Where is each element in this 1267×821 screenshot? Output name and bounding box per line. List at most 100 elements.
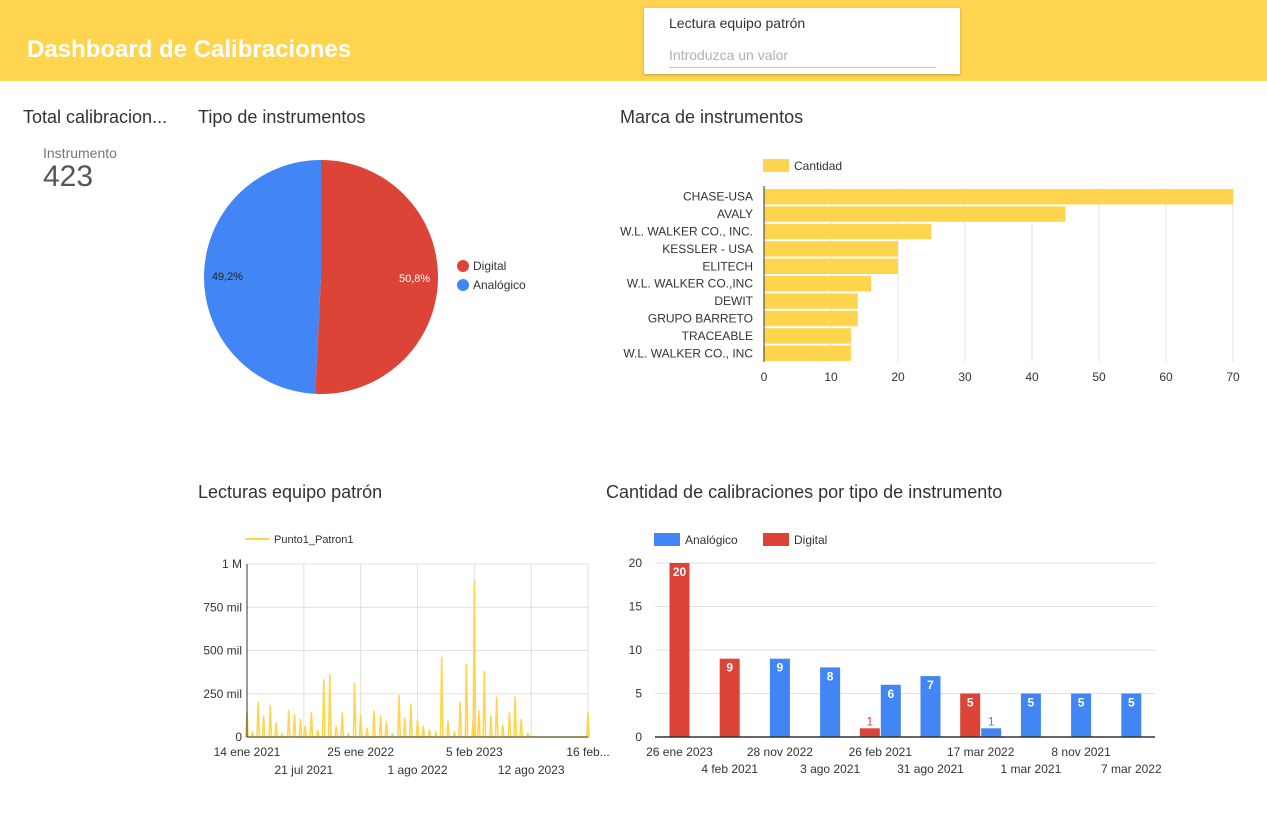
pie-slice-0 bbox=[315, 160, 439, 394]
y-tick-label: 500 mil bbox=[203, 644, 242, 658]
brands-chart-title: Marca de instrumentos bbox=[620, 107, 804, 127]
dashboard-header: Dashboard de Calibraciones Lectura equip… bbox=[0, 0, 1267, 81]
bar-8 bbox=[764, 328, 852, 344]
x-tick-label: 12 ago 2023 bbox=[498, 763, 565, 777]
scorecard-label: Instrumento bbox=[43, 145, 117, 161]
x-tick-label: 26 ene 2023 bbox=[646, 745, 713, 759]
legend-swatch-0 bbox=[654, 533, 680, 546]
readings-chart-title: Lecturas equipo patrón bbox=[198, 482, 383, 502]
data-label: 9 bbox=[777, 661, 784, 675]
brands-bar-chart: Cantidad 0 10 20 30 40 50 60 70 CHASE-USA AVALY W.L… bbox=[620, 159, 1240, 384]
x-tick-label: 8 nov 2021 bbox=[1051, 745, 1111, 759]
legend-marker-0 bbox=[457, 260, 469, 272]
bar-5 bbox=[764, 276, 872, 292]
x-tick-label: 5 feb 2023 bbox=[446, 745, 503, 759]
bar-analogico-5 bbox=[920, 676, 941, 737]
y-tick-label: 20 bbox=[629, 556, 643, 570]
filter-label: Lectura equipo patrón bbox=[669, 15, 806, 31]
legend-swatch bbox=[763, 159, 789, 172]
scorecard-value: 423 bbox=[43, 160, 94, 193]
category-label: DEWIT bbox=[714, 294, 753, 308]
category-label: KESSLER - USA bbox=[662, 242, 753, 256]
data-label: 1 bbox=[866, 714, 873, 728]
category-label: ELITECH bbox=[702, 259, 753, 273]
bar-4 bbox=[764, 258, 898, 274]
dashboard-title: Dashboard de Calibraciones bbox=[27, 36, 352, 63]
y-tick-label: 250 mil bbox=[203, 687, 242, 701]
filter-value-input[interactable] bbox=[669, 43, 936, 68]
bar-7 bbox=[764, 310, 858, 327]
category-label: W.L. WALKER CO.,INC bbox=[627, 277, 754, 291]
data-label: 8 bbox=[827, 669, 834, 683]
data-label: 5 bbox=[1078, 696, 1085, 710]
category-label: AVALY bbox=[717, 207, 753, 221]
x-tick-label: 4 feb 2021 bbox=[701, 762, 758, 776]
x-tick-label: 40 bbox=[1025, 370, 1039, 384]
x-tick-label: 0 bbox=[761, 370, 768, 384]
bar-analogico-8 bbox=[1071, 693, 1092, 737]
data-label: 9 bbox=[726, 661, 733, 675]
x-tick-label: 50 bbox=[1092, 370, 1106, 384]
legend-label: Punto1_Patron1 bbox=[274, 534, 354, 546]
pie-chart-title: Tipo de instrumentos bbox=[198, 107, 366, 127]
legend-swatch-1 bbox=[763, 533, 789, 546]
x-tick-label: 31 ago 2021 bbox=[897, 762, 964, 776]
data-label: 5 bbox=[967, 696, 974, 710]
category-label: CHASE-USA bbox=[683, 190, 753, 204]
reading-filter-control: Lectura equipo patrón bbox=[644, 8, 960, 74]
x-tick-label: 17 mar 2022 bbox=[947, 745, 1015, 759]
x-tick-label: 30 bbox=[958, 370, 972, 384]
x-tick-label: 3 ago 2021 bbox=[800, 762, 860, 776]
category-label: TRACEABLE bbox=[682, 329, 753, 343]
y-tick-label: 0 bbox=[635, 730, 642, 744]
data-label: 6 bbox=[887, 687, 894, 701]
pie-chart: 50,8% Digital 49,2% Analógico bbox=[204, 160, 526, 394]
x-tick-label: 20 bbox=[891, 370, 905, 384]
pie-slice-label: 50,8% bbox=[399, 273, 430, 285]
x-tick-label: 1 mar 2021 bbox=[1001, 762, 1062, 776]
bar-3 bbox=[764, 241, 898, 257]
y-tick-label: 0 bbox=[235, 730, 242, 744]
bar-analogico-7 bbox=[1020, 693, 1041, 737]
x-tick-label: 1 ago 2022 bbox=[387, 763, 447, 777]
types-chart-title: Cantidad de calibraciones por tipo de in… bbox=[606, 482, 1003, 502]
bar-9 bbox=[764, 345, 852, 361]
y-tick-label: 750 mil bbox=[203, 600, 242, 614]
x-tick-label: 10 bbox=[824, 370, 838, 384]
x-tick-label: 25 ene 2022 bbox=[327, 745, 394, 759]
y-tick-label: 1 M bbox=[222, 557, 242, 571]
legend-label: Digital bbox=[794, 533, 827, 547]
y-tick-label: 10 bbox=[629, 643, 643, 657]
category-label: GRUPO BARRETO bbox=[648, 312, 753, 326]
data-label: 20 bbox=[673, 565, 687, 579]
readings-line-chart: Punto1_Patron1 0 250 mil 500 mil 750 mil 1 M 1… bbox=[203, 534, 609, 777]
legend-label: Cantidad bbox=[794, 159, 842, 173]
bar-digital-4 bbox=[859, 728, 880, 737]
bar-1 bbox=[764, 206, 1066, 222]
x-tick-label: 26 feb 2021 bbox=[849, 745, 913, 759]
category-label: W.L. WALKER CO., INC. bbox=[620, 225, 753, 239]
bar-analogico-9 bbox=[1121, 693, 1142, 737]
x-tick-label: 16 feb... bbox=[566, 745, 609, 759]
x-tick-label: 7 mar 2022 bbox=[1101, 762, 1162, 776]
bar-2 bbox=[764, 223, 932, 240]
y-tick-label: 5 bbox=[635, 687, 642, 701]
bar-analogico-4 bbox=[880, 684, 901, 737]
category-label: W.L. WALKER CO., INC bbox=[623, 346, 753, 360]
legend-label: Digital bbox=[473, 259, 506, 273]
y-tick-label: 15 bbox=[629, 600, 643, 614]
x-tick-label: 60 bbox=[1159, 370, 1173, 384]
bar-analogico-6 bbox=[981, 728, 1002, 737]
legend-label: Analógico bbox=[473, 278, 526, 292]
x-tick-label: 28 nov 2022 bbox=[747, 745, 813, 759]
bar-digital-0 bbox=[669, 563, 690, 737]
bar-analogico-3 bbox=[820, 667, 841, 737]
data-label: 7 bbox=[927, 678, 934, 692]
x-tick-label: 14 ene 2021 bbox=[214, 745, 281, 759]
legend-marker-1 bbox=[457, 279, 469, 291]
bar-digital-6 bbox=[960, 693, 981, 737]
x-tick-label: 21 jul 2021 bbox=[274, 763, 333, 777]
bar-digital-1 bbox=[719, 658, 740, 737]
pie-slice-1 bbox=[204, 160, 321, 394]
